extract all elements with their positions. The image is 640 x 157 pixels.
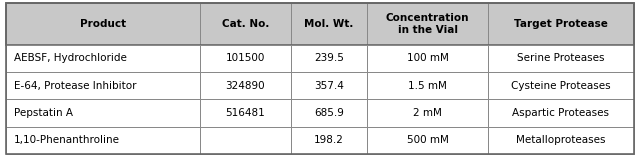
Bar bbox=[488, 127, 634, 154]
Text: Metalloproteases: Metalloproteases bbox=[516, 135, 605, 145]
Bar bbox=[367, 99, 488, 127]
Text: 516481: 516481 bbox=[225, 108, 265, 118]
Bar bbox=[367, 72, 488, 99]
Text: 357.4: 357.4 bbox=[314, 81, 344, 91]
Text: Serine Proteases: Serine Proteases bbox=[517, 53, 604, 63]
Bar bbox=[488, 99, 634, 127]
Text: 100 mM: 100 mM bbox=[406, 53, 449, 63]
Text: 500 mM: 500 mM bbox=[406, 135, 449, 145]
Bar bbox=[200, 99, 291, 127]
Text: Cysteine Proteases: Cysteine Proteases bbox=[511, 81, 611, 91]
Text: Cat. No.: Cat. No. bbox=[221, 19, 269, 29]
Bar bbox=[367, 3, 488, 45]
Bar bbox=[367, 45, 488, 72]
Text: 101500: 101500 bbox=[225, 53, 265, 63]
Bar bbox=[6, 72, 200, 99]
Bar bbox=[291, 99, 367, 127]
Text: Pepstatin A: Pepstatin A bbox=[14, 108, 73, 118]
Text: 1.5 mM: 1.5 mM bbox=[408, 81, 447, 91]
Bar bbox=[200, 45, 291, 72]
Text: 1,10-Phenanthroline: 1,10-Phenanthroline bbox=[14, 135, 120, 145]
Text: AEBSF, Hydrochloride: AEBSF, Hydrochloride bbox=[14, 53, 127, 63]
Text: 685.9: 685.9 bbox=[314, 108, 344, 118]
Bar bbox=[367, 127, 488, 154]
Bar bbox=[6, 99, 200, 127]
Bar bbox=[6, 127, 200, 154]
Text: 239.5: 239.5 bbox=[314, 53, 344, 63]
Bar bbox=[6, 3, 634, 45]
Bar bbox=[488, 72, 634, 99]
Bar bbox=[291, 3, 367, 45]
Text: 324890: 324890 bbox=[225, 81, 265, 91]
Bar bbox=[291, 45, 367, 72]
Text: 198.2: 198.2 bbox=[314, 135, 344, 145]
Text: Target Protease: Target Protease bbox=[514, 19, 607, 29]
Bar bbox=[200, 127, 291, 154]
Bar bbox=[291, 127, 367, 154]
Bar bbox=[488, 3, 634, 45]
Bar bbox=[6, 3, 200, 45]
Bar bbox=[200, 3, 291, 45]
Text: E-64, Protease Inhibitor: E-64, Protease Inhibitor bbox=[14, 81, 136, 91]
Text: Concentration
in the Vial: Concentration in the Vial bbox=[386, 13, 469, 35]
Bar bbox=[6, 45, 200, 72]
Bar bbox=[291, 72, 367, 99]
Text: Aspartic Proteases: Aspartic Proteases bbox=[512, 108, 609, 118]
Bar bbox=[200, 72, 291, 99]
Bar bbox=[488, 45, 634, 72]
Text: Mol. Wt.: Mol. Wt. bbox=[305, 19, 354, 29]
Text: 2 mM: 2 mM bbox=[413, 108, 442, 118]
Text: Product: Product bbox=[80, 19, 126, 29]
